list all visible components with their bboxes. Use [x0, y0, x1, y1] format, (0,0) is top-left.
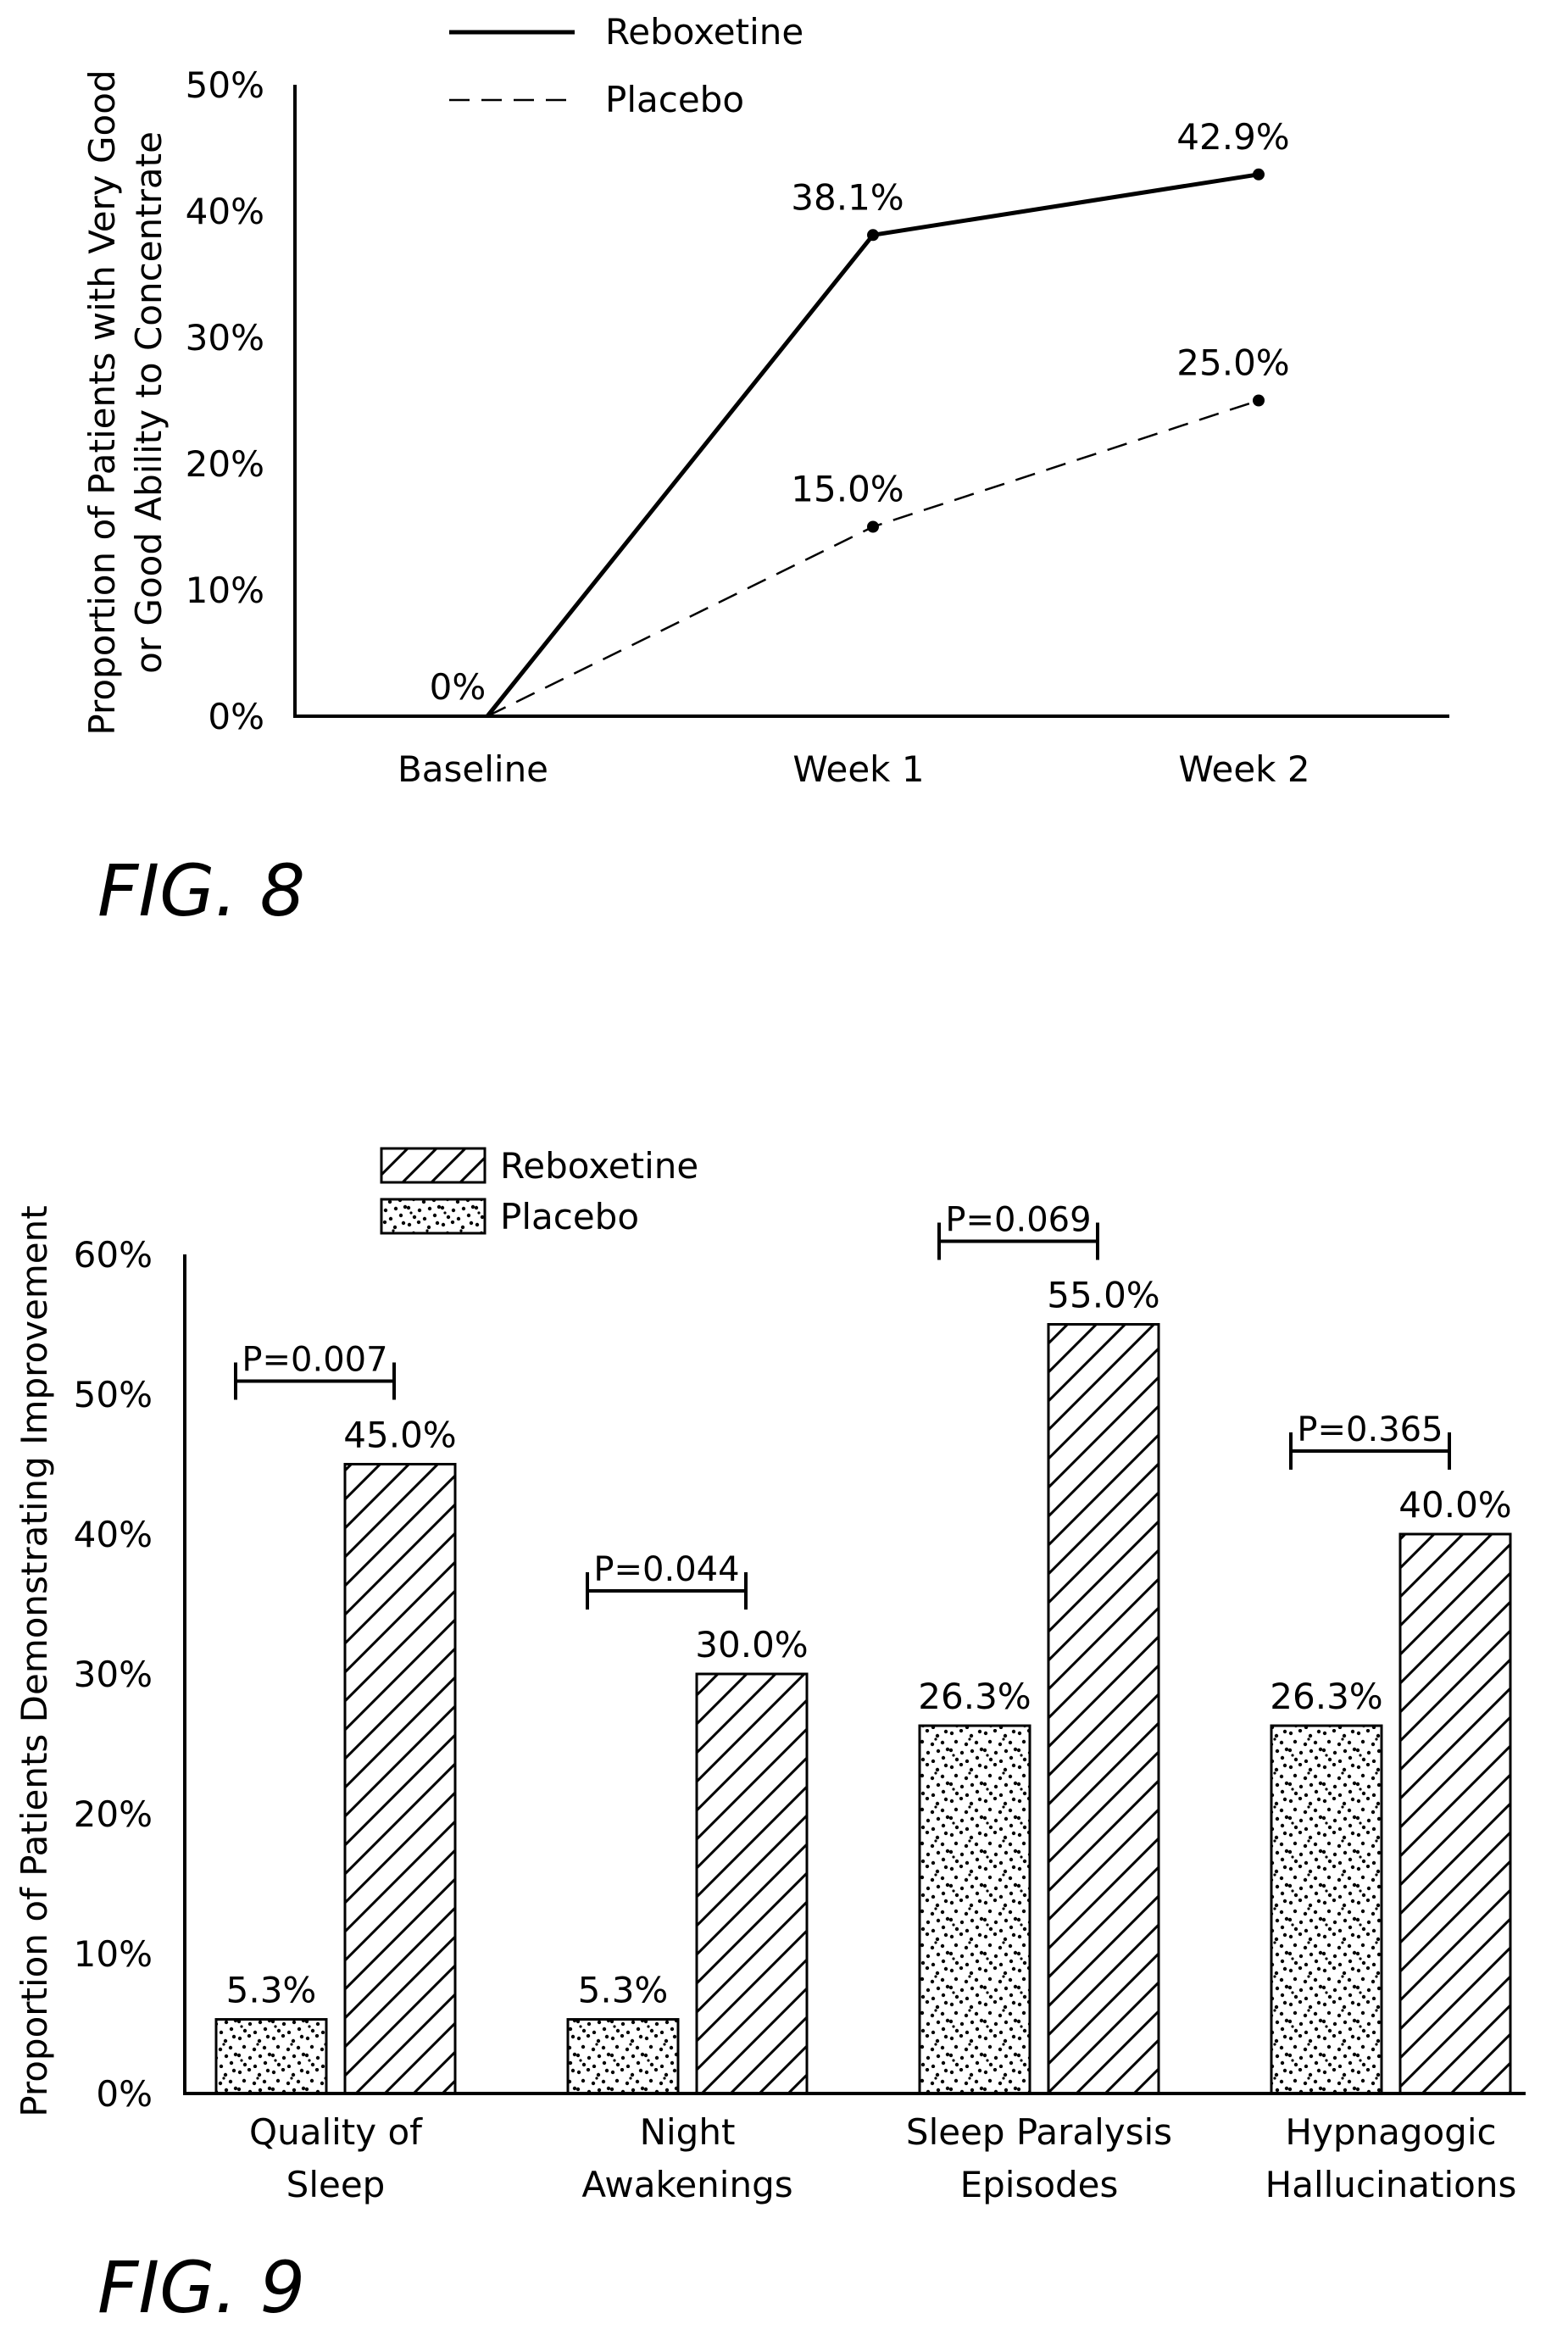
fig8-data-label: 38.1%	[791, 176, 904, 218]
fig8-series-line-placebo	[487, 399, 1259, 718]
fig8-legend-reboxetine-label: Reboxetine	[605, 11, 803, 53]
fig8-x-tick-label: Week 1	[792, 748, 924, 790]
fig9-p-value: P=0.069	[945, 1201, 1091, 1240]
fig8-legend: Reboxetine Placebo	[449, 11, 803, 120]
fig8-point-placebo	[867, 520, 879, 533]
fig8-x-tick-label: Baseline	[398, 748, 548, 790]
fig8-point-reboxetine	[1253, 168, 1265, 181]
fig9-legend-reboxetine-label: Reboxetine	[500, 1145, 698, 1187]
fig9-figure-label: FIG. 9	[97, 2246, 305, 2329]
fig8-legend-placebo-label: Placebo	[605, 79, 744, 120]
fig9-x-tick-label: Episodes	[960, 2164, 1119, 2205]
fig9-data-label: 5.3%	[226, 1970, 317, 2011]
fig9-bar-placebo	[214, 2018, 328, 2095]
fig9-ylabel: Proportion of Patients Demonstrating Imp…	[14, 1205, 55, 2116]
fig9-p-bracket	[586, 1572, 748, 1610]
fig8-y-tick-label: 50%	[186, 64, 264, 106]
fig8-point-placebo	[1253, 394, 1265, 407]
fig8-x-tick-label: Week 2	[1178, 748, 1309, 790]
fig9-p-value-brackets: P=0.007 P=0.044 P=0.069 P=0.365	[234, 1201, 1451, 1610]
fig9-bar-placebo	[918, 1724, 1031, 2095]
fig8-figure-label: FIG. 8	[97, 849, 305, 932]
fig8-data-label: 0%	[430, 666, 487, 708]
fig9-x-tick-labels: Quality of Sleep Night Awakenings Sleep Para…	[249, 2111, 1516, 2205]
fig9-bar-reboxetine	[1398, 1532, 1512, 2095]
fig8-series: 0% 38.1% 42.9% 15.0% 25.0%	[430, 116, 1290, 718]
fig8-y-tick-label: 20%	[186, 443, 264, 485]
fig8-ylabel-line2: or Good Ability to Concentrate	[128, 131, 170, 674]
fig9-x-tick-label: Sleep	[286, 2164, 386, 2205]
fig9-y-tick-label: 50%	[74, 1374, 153, 1415]
fig9-legend-placebo-label: Placebo	[500, 1196, 639, 1237]
fig9-bar-placebo	[1270, 1724, 1383, 2095]
fig9-data-label: 26.3%	[1270, 1676, 1382, 1717]
fig9-p-value: P=0.044	[593, 1550, 739, 1589]
fig9-data-label: 30.0%	[695, 1624, 808, 1665]
fig9-bar-reboxetine	[695, 1672, 809, 2095]
fig9-bar-placebo	[566, 2018, 680, 2095]
fig9-x-tick-label: Sleep Paralysis	[906, 2111, 1172, 2153]
fig9-data-label: 5.3%	[578, 1970, 669, 2011]
fig9-y-tick-label: 0%	[96, 2073, 153, 2115]
fig9-p-bracket	[937, 1222, 1099, 1260]
fig9-y-tick-label: 10%	[74, 1933, 153, 1975]
fig9-data-label: 45.0%	[343, 1415, 456, 1456]
fig9-bar-reboxetine	[1047, 1323, 1160, 2095]
fig9-y-tick-label: 60%	[74, 1234, 153, 1276]
fig8-point-reboxetine	[867, 229, 879, 242]
fig8-data-label: 25.0%	[1176, 342, 1289, 384]
fig9-p-bracket	[1289, 1432, 1451, 1470]
fig9-x-tick-label: Hypnagogic	[1285, 2111, 1496, 2153]
fig9-data-label: 26.3%	[918, 1676, 1031, 1717]
fig8-data-label: 15.0%	[791, 469, 904, 510]
fig9-p-value: P=0.007	[242, 1341, 387, 1380]
fig9-x-tick-label: Quality of	[249, 2111, 423, 2153]
figure-9: Reboxetine Placebo Proportion of Patient…	[14, 1145, 1526, 2329]
fig8-y-tick-label: 40%	[186, 191, 264, 232]
fig9-legend: Reboxetine Placebo	[380, 1145, 698, 1237]
fig9-y-tick-label: 40%	[74, 1514, 153, 1555]
fig8-y-tick-label: 30%	[186, 317, 264, 359]
figure-8: Reboxetine Placebo Proportion of Patient…	[81, 11, 1449, 932]
fig9-legend-placebo-swatch	[380, 1198, 487, 1235]
fig9-p-value: P=0.365	[1297, 1410, 1443, 1449]
fig9-bars: 5.3% 5.3% 26.3% 26.3% 45.0% 30.0% 55.0% 40.0%	[214, 1275, 1512, 2095]
fig9-x-tick-label: Awakenings	[581, 2164, 792, 2205]
fig9-x-tick-label: Hallucinations	[1265, 2164, 1517, 2205]
fig9-bar-reboxetine	[343, 1463, 457, 2095]
fig9-x-tick-label: Night	[640, 2111, 736, 2153]
fig8-x-tick-labels: Baseline Week 1 Week 2	[398, 748, 1310, 790]
fig9-data-label: 55.0%	[1047, 1275, 1159, 1316]
fig9-y-tick-label: 30%	[74, 1654, 153, 1695]
fig8-y-tick-label: 0%	[208, 696, 264, 737]
fig9-y-tick-labels: 0% 10% 20% 30% 40% 50% 60%	[74, 1234, 153, 2115]
fig9-p-bracket	[234, 1362, 396, 1400]
fig8-ylabel-line1: Proportion of Patients with Very Good	[81, 70, 123, 735]
fig8-data-label: 42.9%	[1176, 116, 1289, 158]
fig8-y-tick-label: 10%	[186, 570, 264, 611]
fig8-y-tick-labels: 0% 10% 20% 30% 40% 50%	[186, 64, 264, 737]
fig9-data-label: 40.0%	[1398, 1484, 1511, 1526]
fig9-y-tick-label: 20%	[74, 1793, 153, 1835]
fig8-series-line-reboxetine	[486, 172, 1259, 718]
fig9-legend-reboxetine-swatch	[380, 1147, 487, 1184]
